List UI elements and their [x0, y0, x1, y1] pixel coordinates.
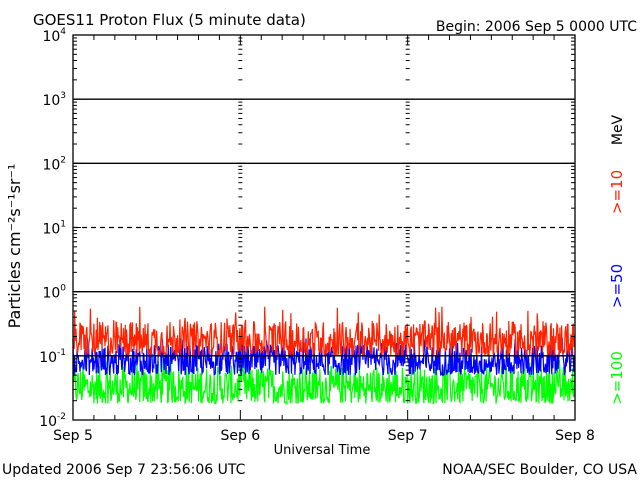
series-line-ge50: [72, 337, 576, 377]
y-tick-exponent: 1: [60, 220, 66, 230]
y-tick-label: 102: [42, 155, 66, 173]
y-tick-base: 10: [42, 286, 60, 302]
y-tick-exponent: 0: [60, 284, 66, 294]
x-tick-label: Sep 7: [388, 428, 428, 444]
y-tick-exponent: 3: [60, 91, 66, 101]
chart-title: GOES11 Proton Flux (5 minute data): [33, 11, 306, 29]
y-tick-base: 10: [42, 29, 60, 45]
grid-layer: [72, 34, 576, 421]
y-tick-exponent: -2: [57, 412, 66, 422]
y-tick-base: 10: [39, 414, 57, 430]
x-tick-label: Sep 6: [220, 428, 260, 444]
y-tick-label: 101: [42, 220, 66, 238]
y-tick-exponent: 4: [60, 27, 66, 37]
series-line-ge10: [72, 306, 576, 358]
y-tick-base: 10: [42, 93, 60, 109]
x-tick-label: Sep 8: [555, 428, 595, 444]
credit-label: NOAA/SEC Boulder, CO USA: [442, 462, 637, 478]
y-tick-exponent: -1: [57, 348, 66, 358]
legend-ge50: >=50: [608, 264, 626, 308]
begin-label: Begin: 2006 Sep 5 0000 UTC: [436, 19, 637, 35]
y-tick-label: 103: [42, 91, 66, 109]
y-tick-label: 10-1: [39, 348, 66, 366]
y-tick-base: 10: [39, 350, 57, 366]
x-tick-label: Sep 5: [53, 428, 93, 444]
x-tick-labels: Sep 5 Sep 6 Sep 7 Sep 8: [53, 428, 595, 444]
y-tick-base: 10: [42, 222, 60, 238]
updated-timestamp: Updated 2006 Sep 7 23:56:06 UTC: [2, 462, 246, 478]
y-tick-label: 10-2: [39, 412, 66, 430]
series-layer: [72, 306, 576, 406]
y-tick-label: 100: [42, 284, 66, 302]
y-tick-base: 10: [42, 157, 60, 173]
legend-unit-mev: MeV: [610, 114, 626, 145]
legend-ge10: >=10: [608, 170, 626, 214]
x-axis-label: Universal Time: [274, 443, 371, 458]
series-line-ge100: [72, 356, 576, 406]
y-tick-exponent: 2: [60, 155, 66, 165]
y-tick-label: 104: [42, 27, 66, 45]
y-axis-label: Particles cm⁻²s⁻¹sr⁻¹: [5, 164, 24, 329]
legend-ge100: >=100: [608, 351, 626, 405]
